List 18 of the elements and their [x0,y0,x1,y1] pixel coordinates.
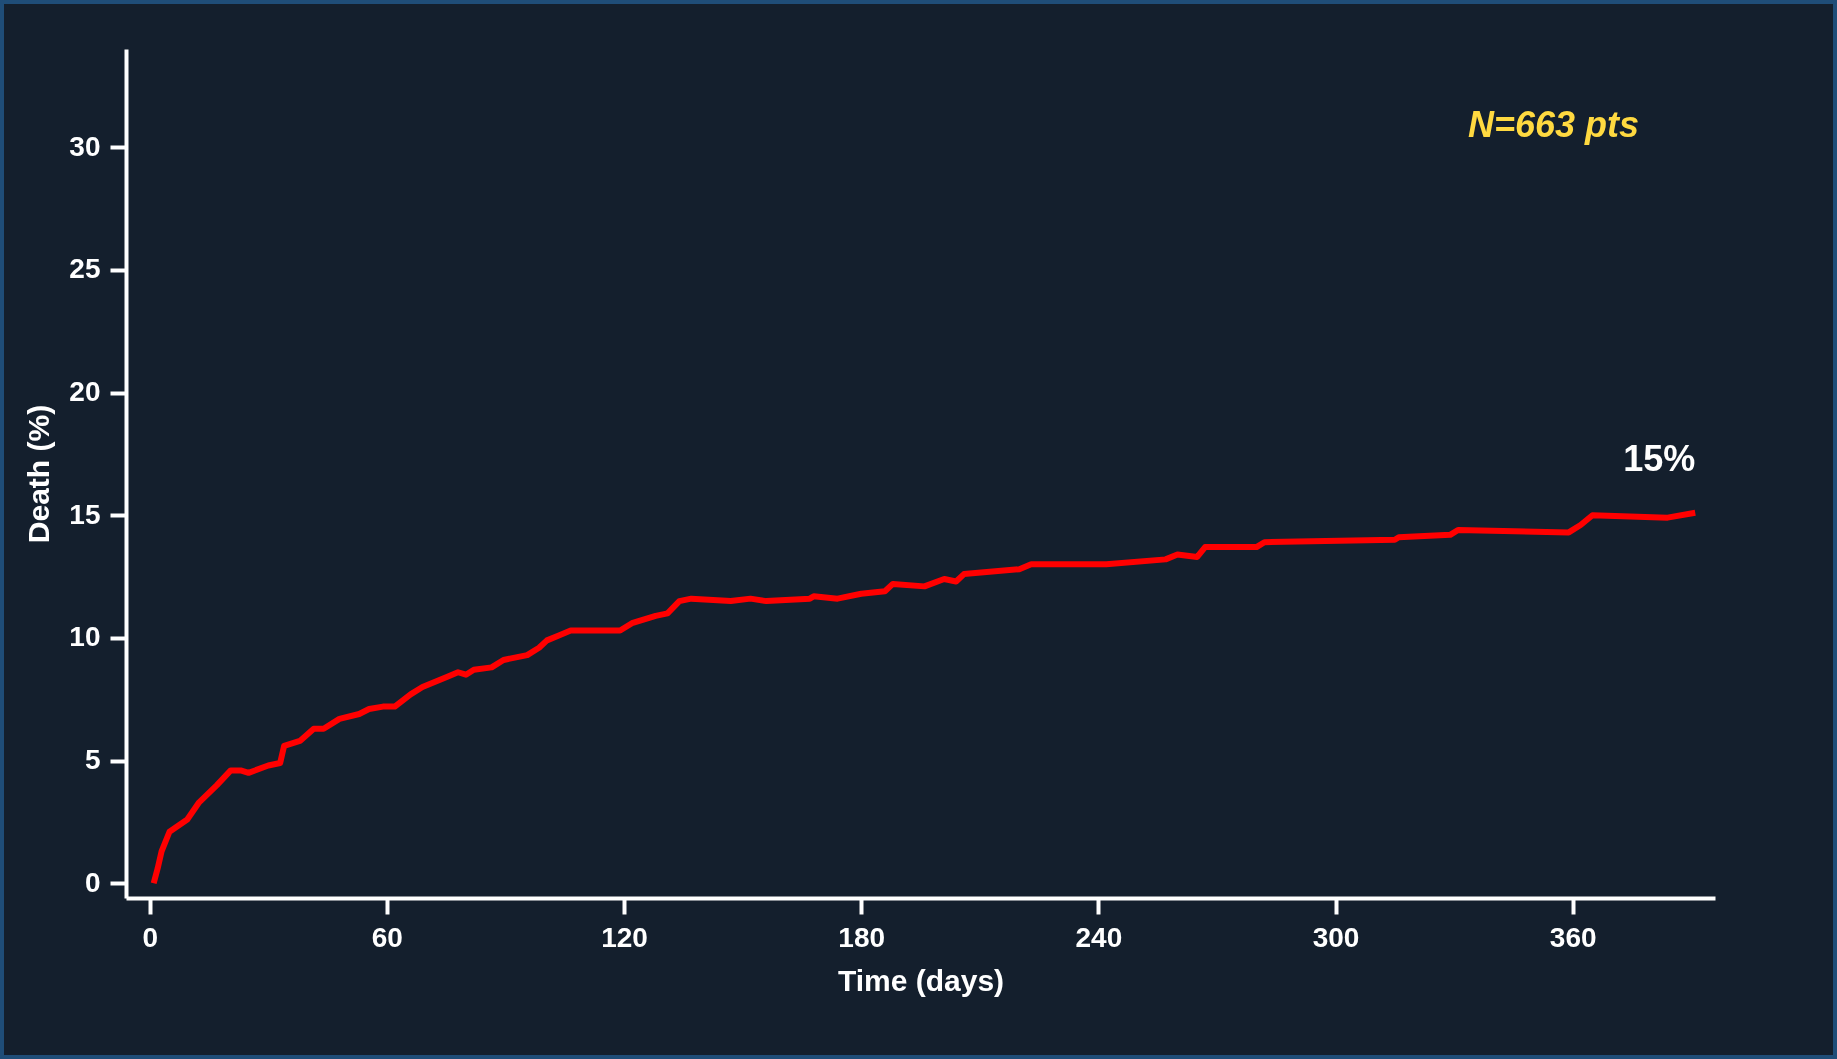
x-tick-label: 120 [601,921,648,953]
y-axis-title: Death (%) [22,404,56,544]
y-tick-label: 5 [84,744,101,776]
x-tick-label: 360 [1549,921,1597,953]
x-tick-label: 300 [1312,921,1360,953]
x-tick-label: 180 [838,921,886,953]
x-tick-label: 0 [142,921,159,953]
y-tick-label: 30 [69,130,101,162]
y-tick-label: 0 [84,866,101,898]
y-tick-label: 10 [69,621,101,653]
x-tick-label: 60 [371,921,403,953]
y-tick-label: 20 [69,376,101,408]
y-tick-label: 25 [69,253,101,285]
y-tick-label: 15 [69,498,101,530]
x-tick-label: 240 [1075,921,1123,953]
annotation: 15% [1623,437,1696,479]
x-axis-title: Time (days) [837,963,1005,997]
annotation: N=663 pts [1467,104,1639,145]
